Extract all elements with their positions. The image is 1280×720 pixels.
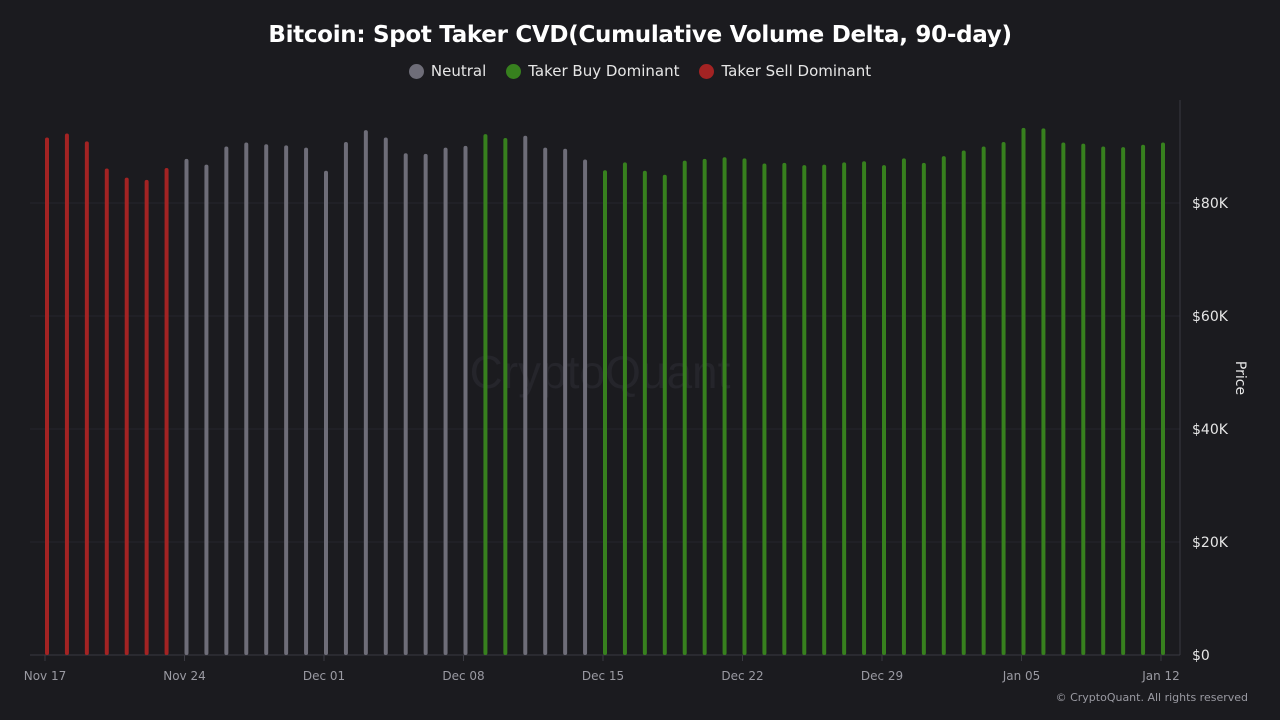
bar-buy: [882, 165, 886, 655]
copyright: © CryptoQuant. All rights reserved: [1055, 691, 1248, 704]
bar-neutral: [343, 141, 348, 656]
bar-neutral: [383, 137, 388, 655]
bar-buy: [961, 150, 966, 655]
bar-buy: [1061, 142, 1066, 656]
y-tick-label: $20K: [1192, 535, 1229, 551]
legend-item-neutral[interactable]: Neutral: [408, 62, 487, 80]
bar-buy: [981, 146, 986, 655]
bar-buy: [1121, 147, 1126, 655]
legend-label: Neutral: [430, 62, 487, 80]
bar-neutral: [304, 147, 309, 655]
watermark: CryptoQuant: [470, 346, 731, 398]
legend: Neutral Taker Buy Dominant Taker Sell Do…: [0, 62, 1280, 80]
bar-buy: [1041, 128, 1046, 656]
bar-sell: [84, 141, 89, 656]
bar-buy: [822, 164, 827, 655]
bar-neutral: [363, 130, 368, 656]
bar-neutral: [224, 146, 229, 655]
bar-neutral: [583, 159, 588, 655]
x-tick-label: Dec 08: [442, 669, 484, 683]
bar-sell: [45, 137, 49, 655]
bar-neutral: [244, 142, 249, 656]
bar-buy: [1021, 127, 1026, 656]
y-tick-label: $40K: [1192, 422, 1229, 438]
y-tick-label: $60K: [1192, 309, 1229, 325]
x-tick-label: Nov 17: [24, 669, 67, 683]
bar-buy: [1001, 141, 1006, 656]
bar-buy: [503, 138, 508, 655]
bar-buy: [662, 174, 667, 655]
x-tick-label: Dec 22: [721, 669, 763, 683]
bar-buy: [862, 161, 867, 655]
bar-buy: [782, 162, 787, 655]
x-tick-label: Nov 24: [163, 669, 206, 683]
bar-buy: [1101, 146, 1106, 655]
bar-neutral: [563, 148, 568, 655]
bar-neutral: [264, 144, 269, 656]
bar-sell: [104, 168, 109, 655]
bar-buy: [682, 160, 687, 655]
y-axis-label: Price: [1232, 361, 1248, 395]
bar-sell: [64, 133, 69, 655]
bar-buy: [1081, 143, 1086, 656]
legend-item-sell[interactable]: Taker Sell Dominant: [699, 62, 871, 80]
bar-buy: [762, 163, 767, 655]
bar-buy: [622, 162, 627, 655]
bar-buy: [802, 165, 807, 655]
bar-buy: [901, 158, 906, 656]
bar-buy: [842, 162, 847, 655]
x-tick-label: Dec 29: [861, 669, 903, 683]
bar-sell: [124, 177, 129, 655]
legend-label: Taker Buy Dominant: [528, 62, 680, 80]
x-tick-label: Dec 15: [582, 669, 624, 683]
x-tick-label: Jan 12: [1141, 669, 1180, 683]
bar-buy: [1141, 144, 1146, 655]
bar-neutral: [423, 153, 428, 655]
bar-buy: [603, 170, 607, 656]
bar-buy: [702, 158, 707, 655]
legend-label: Taker Sell Dominant: [721, 62, 872, 80]
bar-neutral: [543, 147, 548, 655]
bar-neutral: [443, 147, 448, 655]
bar-neutral: [204, 164, 209, 655]
bar-buy: [1161, 142, 1165, 656]
x-tick-label: Jan 05: [1002, 669, 1041, 683]
bar-buy: [921, 162, 926, 655]
y-tick-label: $80K: [1192, 196, 1229, 212]
bar-neutral: [463, 145, 468, 655]
bar-neutral: [523, 135, 528, 655]
x-tick-label: Dec 01: [303, 669, 345, 683]
bar-sell: [144, 179, 149, 655]
bar-buy: [642, 170, 647, 656]
sell-dot-icon: [699, 63, 715, 79]
bar-buy: [941, 156, 946, 656]
bar-sell: [164, 167, 169, 655]
neutral-dot-icon: [408, 63, 424, 79]
bar-neutral: [184, 158, 189, 655]
bar-neutral: [324, 170, 328, 656]
bar-buy: [742, 158, 747, 656]
buy-dot-icon: [506, 63, 522, 79]
y-tick-label: $0: [1192, 648, 1210, 664]
legend-item-buy[interactable]: Taker Buy Dominant: [506, 62, 679, 80]
bar-neutral: [284, 145, 289, 655]
chart-title: Bitcoin: Spot Taker CVD(Cumulative Volum…: [268, 22, 1012, 48]
bar-neutral: [403, 153, 408, 655]
bar-buy: [722, 157, 727, 656]
bar-buy: [483, 134, 488, 655]
